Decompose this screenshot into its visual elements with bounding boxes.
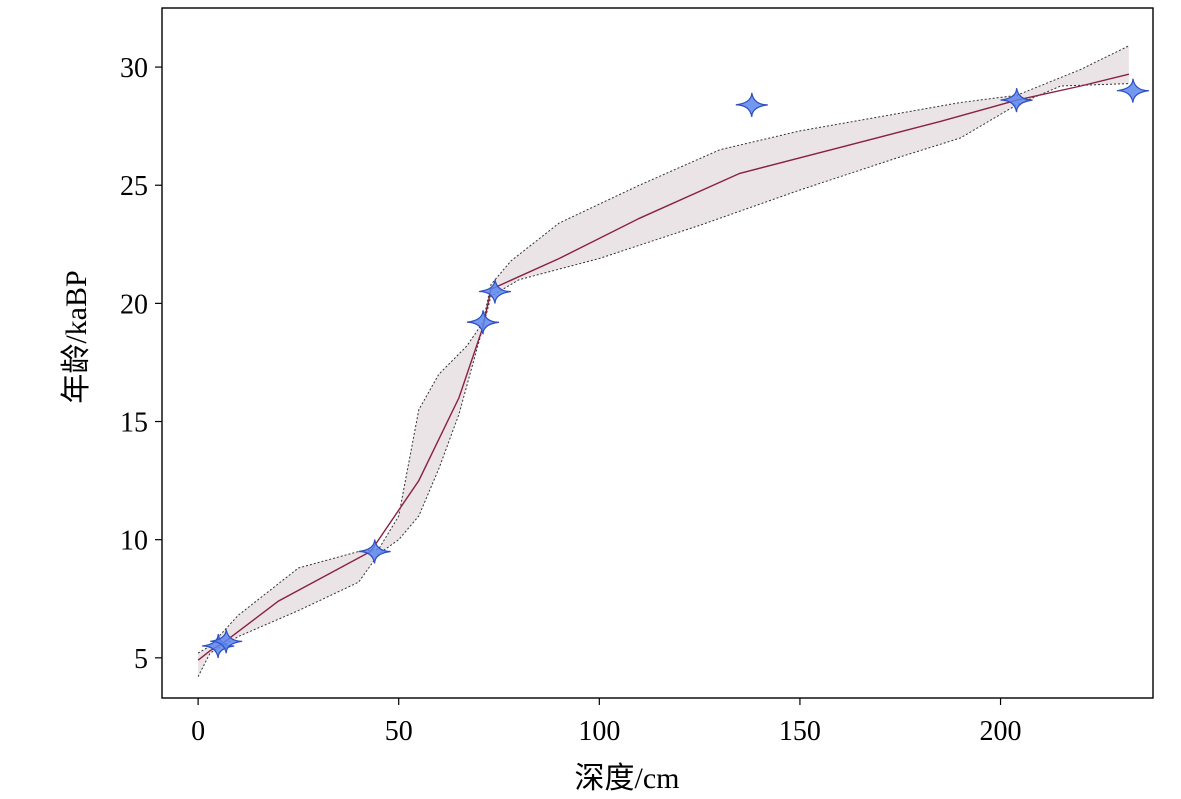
- x-tick-label: 200: [980, 716, 1022, 747]
- confidence-band: [198, 45, 1129, 677]
- y-axis-label: 年龄/kaBP: [60, 270, 93, 403]
- dated-sample-marker: [478, 279, 512, 304]
- x-tick-label: 0: [191, 716, 205, 747]
- y-tick-label: 20: [120, 289, 148, 320]
- y-axis: 5 10 15 20 25 30: [120, 53, 162, 675]
- dated-sample-marker: [358, 539, 391, 564]
- uncertainty-band: [198, 45, 1129, 677]
- dated-samples: [202, 78, 1150, 659]
- y-tick-label: 5: [134, 644, 148, 675]
- dated-sample-marker: [1000, 88, 1033, 113]
- y-tick-label: 10: [120, 526, 148, 557]
- x-tick-label: 150: [779, 716, 821, 747]
- dated-sample-marker: [735, 92, 768, 118]
- y-tick-label: 30: [120, 53, 148, 84]
- dated-sample-marker: [466, 310, 500, 335]
- y-tick-label: 25: [120, 171, 148, 202]
- x-tick-label: 50: [385, 716, 413, 747]
- dated-sample-marker: [202, 633, 235, 659]
- plot-frame: [161, 7, 1154, 699]
- x-axis-label: 深度/cm: [575, 762, 680, 795]
- y-tick-label: 15: [120, 408, 148, 439]
- x-tick-label: 100: [578, 716, 620, 747]
- x-axis: 0 50 100 150 200: [191, 698, 1022, 747]
- dated-sample-marker: [1116, 78, 1150, 103]
- dated-sample-marker: [210, 629, 243, 654]
